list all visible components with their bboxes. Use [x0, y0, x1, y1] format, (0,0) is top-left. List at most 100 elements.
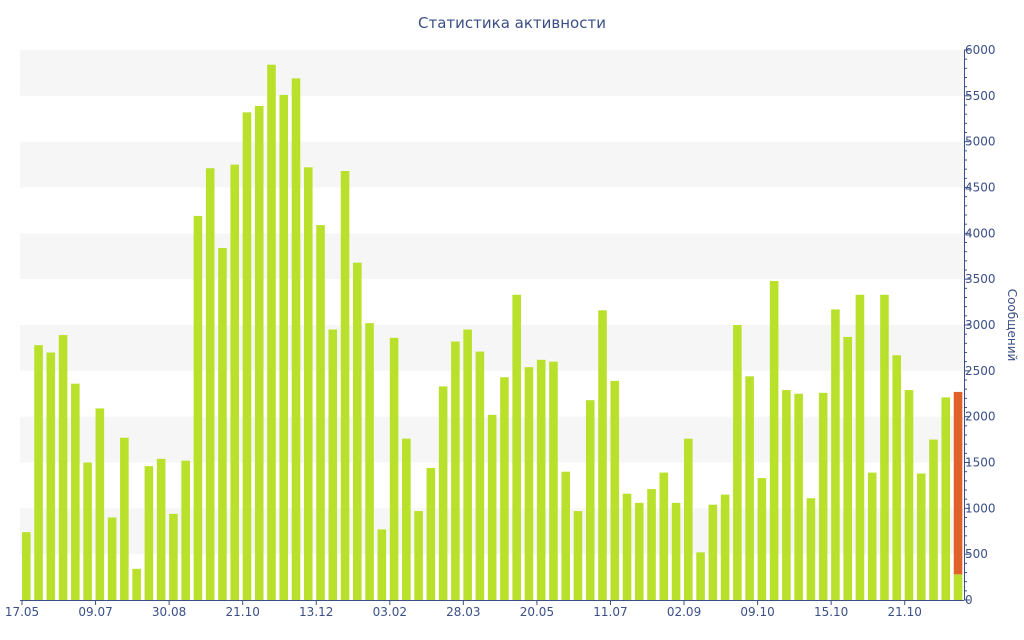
bar [254, 105, 264, 601]
bar [279, 94, 289, 601]
bar [536, 359, 546, 600]
bar [818, 392, 828, 600]
x-tick-label: 09.07 [78, 605, 112, 619]
bar [487, 414, 497, 600]
bar [757, 478, 767, 600]
bar [524, 367, 534, 600]
bar [414, 511, 423, 600]
grid-band [20, 325, 964, 371]
y-tick-label: 5500 [965, 89, 996, 103]
bar [340, 171, 350, 600]
bar [218, 248, 227, 600]
bar [904, 390, 914, 600]
bar [34, 345, 43, 600]
grid-band [20, 141, 964, 188]
y-tick-label: 2000 [965, 410, 996, 424]
bar [46, 352, 56, 600]
bar [892, 355, 902, 600]
x-tick-label: 28.03 [446, 605, 480, 619]
bar [58, 335, 68, 600]
y-tick-label: 2500 [965, 364, 996, 378]
grid-band [20, 50, 964, 96]
bar [377, 529, 387, 600]
grid-band [20, 233, 964, 280]
bar [353, 262, 362, 600]
bar [806, 498, 816, 600]
bar-series [22, 64, 963, 601]
x-tick-label: 30.08 [152, 605, 186, 619]
bar [585, 400, 595, 600]
bar [696, 552, 705, 600]
bar [880, 294, 889, 600]
bar [83, 462, 92, 600]
bar [107, 517, 117, 600]
bar [953, 574, 963, 600]
bar [365, 323, 374, 600]
bar [205, 168, 215, 600]
bar [610, 380, 620, 600]
bar [720, 494, 730, 600]
bar [451, 341, 460, 600]
bar [867, 472, 877, 600]
bar [647, 489, 656, 600]
y-axis-label: Сообщений [1005, 289, 1019, 362]
y-tick-label: 3000 [965, 318, 996, 332]
bar [671, 502, 681, 600]
bar [500, 377, 509, 600]
bar [438, 386, 448, 600]
bar [475, 351, 485, 600]
bar [708, 504, 718, 600]
bar [794, 393, 803, 600]
y-tick-label: 500 [965, 547, 988, 561]
bar [843, 336, 852, 600]
bar [512, 294, 521, 600]
bar [659, 472, 669, 600]
bar [242, 112, 252, 600]
bar [463, 329, 472, 600]
bar [95, 408, 105, 600]
x-tick-label: 11.07 [593, 605, 627, 619]
bar [916, 473, 926, 600]
bar [22, 532, 31, 600]
bar [389, 337, 399, 600]
bar [598, 310, 607, 600]
grid-bands [20, 50, 964, 555]
x-tick-label: 17.05 [5, 605, 39, 619]
bar [782, 390, 791, 600]
bar [144, 466, 154, 600]
bar [561, 471, 571, 600]
bar [328, 329, 338, 600]
x-tick-label: 02.09 [667, 605, 701, 619]
bar [573, 511, 583, 600]
bar [684, 438, 693, 600]
y-tick-label: 6000 [965, 43, 996, 57]
bar [549, 361, 558, 600]
bar [941, 397, 951, 600]
bar [181, 460, 190, 600]
x-tick-label: 13.12 [299, 605, 333, 619]
bar [426, 468, 436, 600]
bar [316, 225, 325, 601]
chart-title: Статистика активности [418, 14, 606, 32]
y-tick-label: 4500 [965, 181, 996, 195]
bar [733, 325, 742, 600]
x-tick-label: 15.10 [814, 605, 848, 619]
bar [291, 78, 301, 600]
bar [132, 568, 141, 600]
bar [120, 437, 129, 600]
bar [831, 309, 840, 600]
bar [402, 438, 411, 600]
bar [745, 376, 754, 600]
bar [634, 502, 644, 600]
bar [855, 294, 865, 600]
y-tick-label: 5000 [965, 135, 996, 149]
bar [769, 281, 779, 600]
bar-highlight [953, 391, 963, 575]
axes: 0 500 1000 1500 2000 2500 3000 3500 4000 4500 5000… [5, 43, 996, 619]
bar [622, 493, 632, 600]
bar [230, 164, 239, 601]
bar [193, 215, 203, 600]
x-tick-label: 21.10 [888, 605, 922, 619]
